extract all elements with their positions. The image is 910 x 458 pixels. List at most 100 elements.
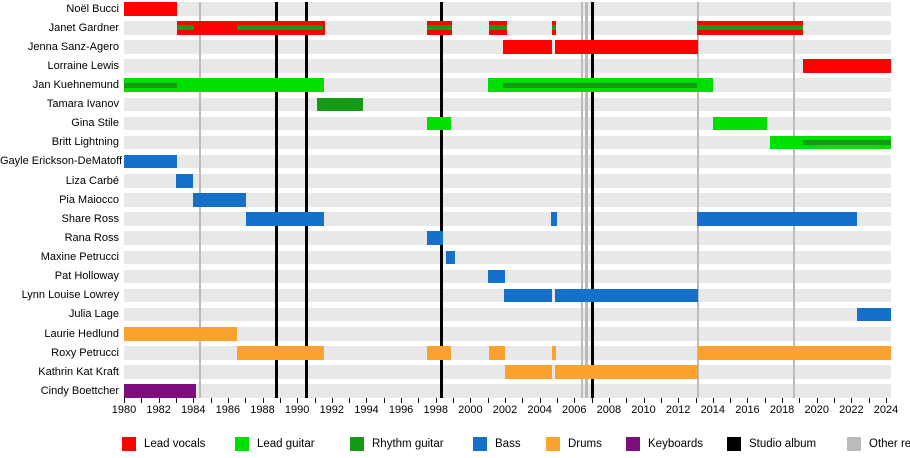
axis-tick	[314, 398, 316, 403]
member-name: Maxine Petrucci	[40, 251, 119, 264]
timeline-bar-drums	[555, 365, 699, 379]
timeline-bar-drums	[551, 346, 557, 360]
timeline-bar-drums	[427, 346, 452, 360]
axis-year-label: 2014	[700, 404, 726, 416]
axis-tick	[868, 398, 870, 403]
axis-year-label: 2000	[458, 404, 483, 416]
timeline-bar-bass	[175, 174, 194, 188]
member-name: Lynn Louise Lowrey	[21, 289, 119, 302]
axis-tick	[591, 398, 593, 403]
member-name: Pia Maiocco	[59, 193, 119, 206]
member-name: Laurie Hedlund	[44, 327, 119, 340]
member-name: Julia Lage	[68, 308, 119, 321]
axis-tick	[470, 398, 472, 403]
timeline-bar-lead_vocals	[124, 2, 177, 16]
timeline-bar-lead_guitar	[712, 116, 768, 131]
row-background	[124, 327, 891, 341]
axis-tick	[279, 398, 281, 403]
legend-swatch-rhythm_guitar	[350, 437, 364, 451]
axis-tick	[695, 398, 697, 403]
axis-year-label: 1996	[388, 404, 414, 416]
axis-year-label: 2008	[596, 404, 622, 416]
axis-tick	[730, 398, 732, 403]
axis-year-label: 2002	[492, 404, 518, 416]
timeline-bar-lead_vocals	[503, 40, 553, 54]
row-background	[124, 384, 891, 398]
axis-tick	[643, 398, 645, 403]
axis-tick	[764, 398, 766, 403]
legend-label-rhythm_guitar: Rhythm guitar	[372, 438, 444, 450]
axis-tick	[158, 398, 160, 403]
legend-swatch-bass	[473, 437, 487, 451]
member-name: Tamara Ivanov	[46, 98, 119, 111]
axis-tick	[210, 398, 212, 403]
axis-year-label: 2016	[735, 404, 760, 416]
axis-year-label: 2004	[527, 404, 552, 416]
timeline-bar-bass	[124, 154, 177, 169]
member-name: Kathrin Kat Kraft	[38, 365, 119, 378]
axis-tick	[227, 398, 229, 403]
studio-album-line	[274, 2, 278, 398]
axis-tick	[435, 398, 437, 403]
axis-tick	[799, 398, 801, 403]
axis-tick	[782, 398, 784, 403]
row-background	[124, 231, 891, 245]
timeline-bar-bass	[555, 288, 699, 303]
row-background	[124, 250, 891, 265]
axis-tick	[383, 398, 385, 403]
member-name: Pat Holloway	[54, 270, 119, 283]
member-name: Rana Ross	[64, 231, 119, 244]
legend-label-keyboards: Keyboards	[648, 438, 703, 450]
row-background	[124, 174, 891, 188]
legend-swatch-other_release	[847, 437, 861, 451]
timeline-bar-bass	[246, 212, 324, 226]
axis-tick	[608, 398, 610, 403]
axis-year-label: 1994	[354, 404, 379, 416]
legend-swatch-lead_guitar	[235, 437, 249, 451]
timeline-bar-drums	[237, 346, 324, 360]
axis-tick	[886, 398, 887, 403]
timeline-stripe-rhythm_guitar	[488, 25, 507, 31]
axis-tick	[522, 398, 524, 403]
axis-tick	[678, 398, 680, 403]
timeline-stripe-rhythm_guitar	[176, 25, 195, 31]
timeline-bar-drums	[489, 346, 505, 360]
timeline-stripe-rhythm_guitar	[236, 25, 324, 31]
axis-tick	[349, 398, 351, 403]
axis-tick	[401, 398, 403, 403]
member-name: Roxy Petrucci	[51, 346, 119, 359]
axis-year-label: 2022	[839, 404, 864, 416]
axis-tick	[505, 398, 506, 403]
legend-swatch-drums	[546, 437, 560, 451]
axis-year-label: 1980	[111, 404, 137, 416]
member-name: Noël Bucci	[66, 2, 119, 15]
axis-tick	[660, 398, 662, 403]
studio-album-line	[440, 2, 444, 398]
legend-label-lead_vocals: Lead vocals	[144, 438, 206, 450]
axis-tick	[245, 398, 247, 403]
member-name: Share Ross	[61, 212, 119, 225]
timeline-bar-bass	[193, 193, 247, 207]
row-background	[124, 116, 891, 131]
axis-tick	[262, 398, 264, 403]
axis-year-label: 2024	[873, 404, 899, 416]
axis-tick	[175, 398, 177, 403]
axis-tick	[816, 398, 818, 403]
legend-label-lead_guitar: Lead guitar	[257, 438, 315, 450]
axis-tick	[124, 398, 125, 403]
axis-tick	[366, 398, 368, 403]
axis-tick	[539, 398, 541, 403]
axis-tick	[834, 398, 836, 403]
other-release-line	[792, 2, 796, 398]
axis-year-label: 1998	[423, 404, 448, 416]
timeline-bar-rhythm_guitar	[317, 97, 363, 112]
member-name: Britt Lightning	[51, 136, 119, 149]
row-background	[124, 97, 891, 112]
timeline-bar-drums	[124, 327, 238, 341]
axis-tick	[297, 398, 299, 403]
axis-tick	[747, 398, 749, 403]
axis-tick	[487, 398, 489, 403]
axis-year-label: 2010	[631, 404, 656, 416]
member-name: Gina Stile	[71, 117, 119, 130]
